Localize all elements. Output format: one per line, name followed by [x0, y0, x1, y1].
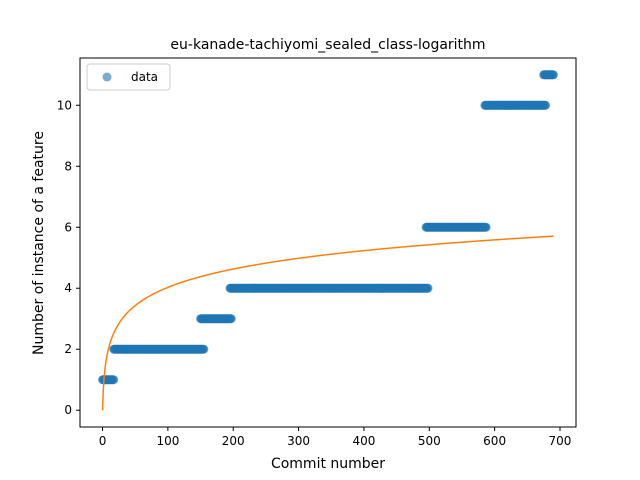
- legend: data: [86, 63, 171, 91]
- data-point: [541, 100, 551, 110]
- x-tick-label: 400: [352, 434, 375, 448]
- y-axis-label: Number of instance of a feature: [31, 131, 47, 355]
- chart-title: eu-kanade-tachiyomi_sealed_class-logarit…: [170, 37, 485, 53]
- y-tick-label: 6: [64, 220, 72, 234]
- data-point: [481, 222, 491, 232]
- fit-line: [101, 235, 554, 411]
- data-point: [548, 70, 558, 80]
- y-tick-label: 4: [64, 281, 72, 295]
- data-series: [98, 70, 558, 385]
- y-tick-label: 2: [64, 342, 72, 356]
- legend-marker: [102, 72, 112, 82]
- x-tick-label: 600: [483, 434, 506, 448]
- y-tick-label: 8: [64, 159, 72, 173]
- data-point: [109, 375, 119, 385]
- x-tick-label: 300: [287, 434, 310, 448]
- data-point: [226, 314, 236, 324]
- data-point: [423, 283, 433, 293]
- x-tick-label: 200: [222, 434, 245, 448]
- legend-box: [86, 63, 171, 91]
- x-tick-label: 100: [156, 434, 179, 448]
- x-tick-label: 700: [549, 434, 572, 448]
- plot-frame: [79, 57, 577, 428]
- x-tick-label: 500: [418, 434, 441, 448]
- data-point: [199, 344, 209, 354]
- x-axis-ticks: 0 100 200 300 400 500 600 700: [99, 427, 572, 448]
- x-tick-label: 0: [99, 434, 107, 448]
- x-axis-label: Commit number: [271, 456, 385, 472]
- y-tick-label: 0: [64, 403, 72, 417]
- legend-label: data: [131, 70, 158, 84]
- plot-area: [98, 70, 558, 411]
- y-tick-label: 10: [57, 98, 72, 112]
- y-axis-ticks: 0 2 4 6 8 10: [57, 98, 80, 417]
